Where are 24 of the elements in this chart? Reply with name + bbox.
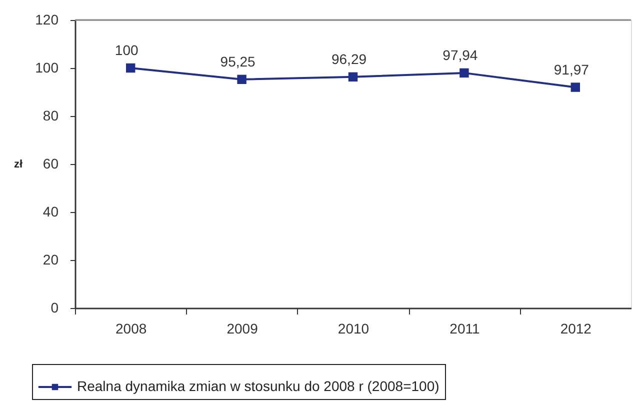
data-label: 100 [114,42,138,58]
x-tick-label: 2011 [450,320,480,336]
data-label: 97,94 [442,46,478,63]
point [460,68,469,78]
x-tick-label: 2010 [338,320,370,336]
data-label: 96,29 [331,50,367,67]
data-label: 91,97 [554,61,590,78]
x-tick-label: 2012 [560,320,592,336]
y-tick-label: 60 [42,156,59,172]
y-tick-label: 80 [42,108,59,124]
x-tick-label: 2008 [116,320,147,336]
point [348,72,358,82]
legend-label: Realna dynamika zmian w stosunku do 2008 r (2008=100) [77,378,440,394]
y-tick-label: 0 [50,300,59,316]
y-axis-title: zł [14,158,22,170]
y-tick-label: 20 [42,252,59,268]
point [570,82,580,92]
x-tick-label: 2009 [226,320,258,336]
y-tick-label: 100 [35,60,59,76]
point [237,74,246,84]
data-label: 95,25 [220,53,256,70]
y-tick-label: 40 [42,204,59,220]
y-tick-label: 120 [35,12,59,28]
point [126,63,136,73]
